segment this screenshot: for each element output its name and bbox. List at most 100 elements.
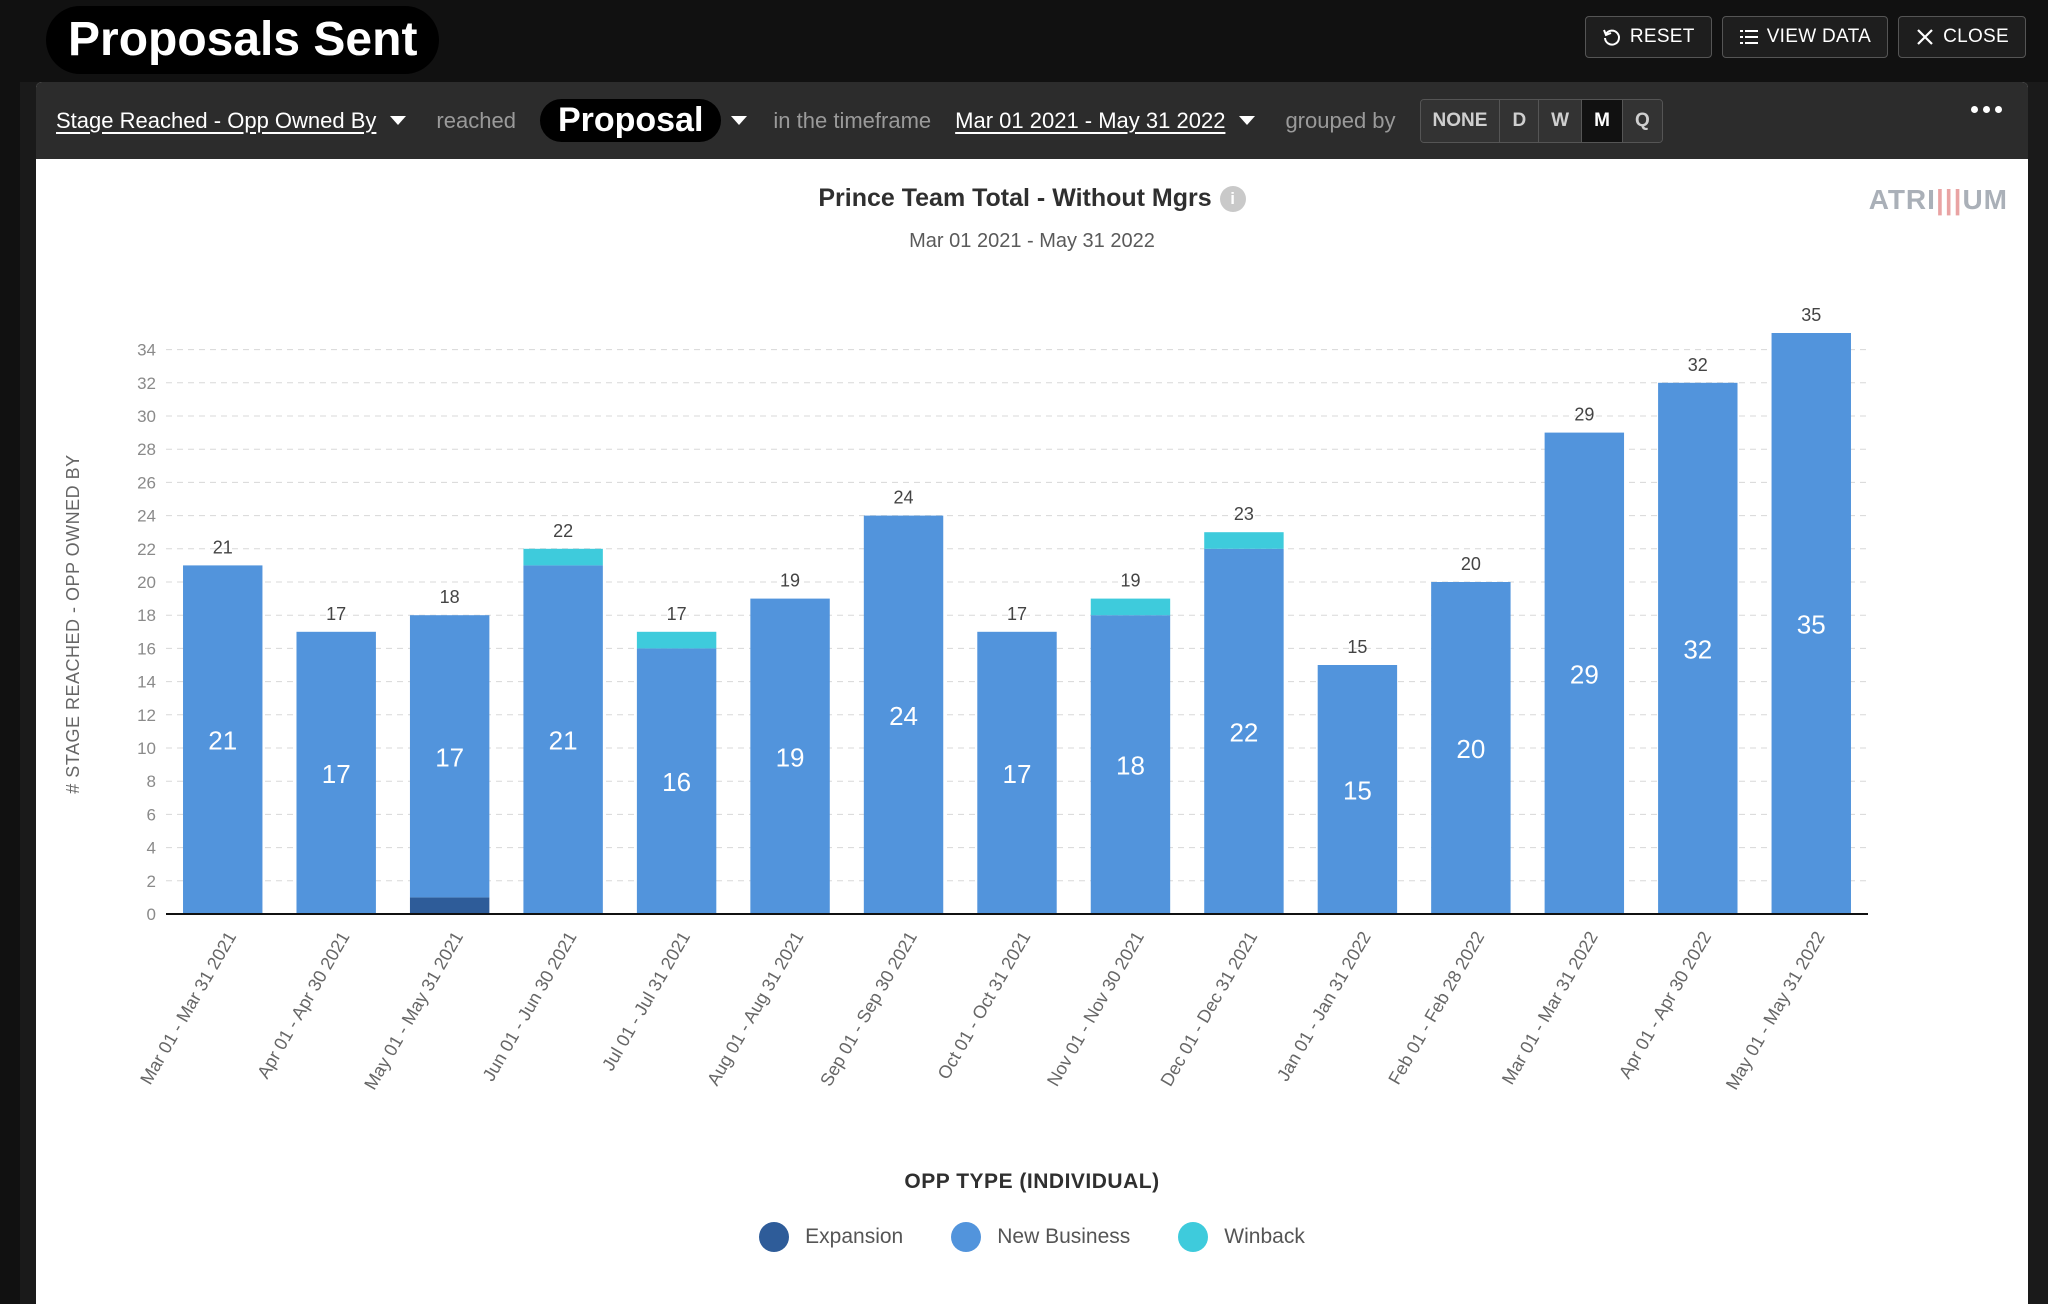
y-tick-label: 10 xyxy=(137,739,156,758)
x-tick-label: Jan 01 - Jan 31 2022 xyxy=(1273,928,1375,1084)
reset-button[interactable]: RESET xyxy=(1584,16,1712,58)
y-tick-label: 28 xyxy=(137,440,156,459)
bar-total-label: 17 xyxy=(667,604,687,624)
bar-segment-winback xyxy=(636,631,717,649)
y-tick-label: 14 xyxy=(137,673,156,692)
x-tick-label: Aug 01 - Aug 31 2021 xyxy=(703,928,807,1089)
bar-total-label: 29 xyxy=(1574,405,1594,425)
chart-subtitle: Mar 01 2021 - May 31 2022 xyxy=(909,230,1155,252)
bar-segment-new-business xyxy=(863,515,944,914)
info-icon[interactable]: i xyxy=(1219,186,1246,213)
grouping-month[interactable]: M xyxy=(1582,99,1623,142)
x-tick-label: Apr 01 - Apr 30 2021 xyxy=(253,928,353,1082)
reset-icon xyxy=(1602,29,1620,46)
timeframe-dropdown-icon[interactable] xyxy=(1239,116,1256,125)
x-tick-label: Nov 01 - Nov 30 2021 xyxy=(1043,928,1148,1090)
grouping-quarter[interactable]: Q xyxy=(1622,99,1662,142)
y-tick-label: 34 xyxy=(137,341,156,360)
bar-segment-new-business xyxy=(1090,615,1171,914)
x-tick-label: Jul 01 - Jul 31 2021 xyxy=(598,928,694,1074)
bar-total-label: 19 xyxy=(1120,571,1140,591)
bar-segment-winback xyxy=(523,548,603,566)
bar-value-label: 21 xyxy=(549,726,578,756)
bar-value-label: 35 xyxy=(1797,610,1826,640)
legend-label-expansion: Expansion xyxy=(805,1225,904,1248)
y-tick-label: 8 xyxy=(147,772,156,791)
grouping-none[interactable]: NONE xyxy=(1420,99,1501,142)
bar-segment-new-business xyxy=(523,565,603,914)
left-edge xyxy=(0,0,20,1304)
close-label: CLOSE xyxy=(1943,26,2009,47)
legend-dot-expansion xyxy=(759,1222,790,1252)
bar-segment-new-business xyxy=(1658,382,1738,914)
more-options-icon[interactable] xyxy=(1971,106,2002,113)
stage-selector[interactable]: Proposal xyxy=(539,99,722,142)
bar-total-label: 24 xyxy=(894,488,914,508)
grouped-by-text: grouped by xyxy=(1285,107,1396,133)
bar-value-label: 15 xyxy=(1343,776,1372,806)
legend-item-expansion[interactable]: Expansion xyxy=(759,1222,903,1252)
bar-segment-new-business xyxy=(1317,665,1398,914)
bar-segment-expansion xyxy=(409,897,490,914)
grouping-day[interactable]: D xyxy=(1500,99,1540,142)
close-icon xyxy=(1917,29,1933,45)
chart-title-wrap: Prince Team Total - Without Mgrs i xyxy=(36,184,2028,213)
timeframe-selector[interactable]: Mar 01 2021 - May 31 2022 xyxy=(955,107,1226,133)
bar-total-label: 32 xyxy=(1688,355,1708,375)
view-data-label: VIEW DATA xyxy=(1766,26,1872,47)
metric-selector[interactable]: Stage Reached - Opp Owned By xyxy=(56,107,377,133)
y-tick-label: 12 xyxy=(137,706,156,725)
bar-segment-new-business xyxy=(183,565,263,914)
x-tick-label: Dec 01 - Dec 31 2021 xyxy=(1157,928,1262,1090)
bar-value-label: 17 xyxy=(1003,759,1032,789)
bar-value-label: 19 xyxy=(776,742,805,772)
metric-dropdown-icon[interactable] xyxy=(390,116,407,125)
view-data-button[interactable]: VIEW DATA xyxy=(1721,16,1889,58)
legend-dot-new-business xyxy=(951,1222,982,1252)
list-icon xyxy=(1739,30,1758,44)
y-tick-label: 16 xyxy=(137,639,156,658)
y-tick-label: 22 xyxy=(137,540,156,559)
bar-value-label: 24 xyxy=(889,701,918,731)
legend-label-new-business: New Business xyxy=(997,1225,1131,1248)
x-tick-label: Mar 01 - Mar 31 2022 xyxy=(1498,928,1602,1088)
legend-dot-winback xyxy=(1178,1222,1209,1252)
bar-segment-new-business xyxy=(977,631,1057,914)
x-tick-label: Apr 01 - Apr 30 2022 xyxy=(1615,928,1715,1082)
bar-value-label: 29 xyxy=(1570,659,1599,689)
bar-segment-new-business xyxy=(1544,432,1625,914)
x-tick-label: Jun 01 - Jun 30 2021 xyxy=(479,928,581,1084)
y-tick-label: 2 xyxy=(147,872,156,891)
bar-segment-winback xyxy=(1090,598,1171,616)
bar-value-label: 20 xyxy=(1456,734,1485,764)
close-button[interactable]: CLOSE xyxy=(1898,16,2026,58)
y-axis-label: # STAGE REACHED - OPP OWNED BY xyxy=(63,454,83,793)
bar-value-label: 32 xyxy=(1683,634,1712,664)
legend: Expansion New Business Winback xyxy=(36,1222,2028,1252)
bar-total-label: 20 xyxy=(1461,554,1481,574)
y-tick-label: 32 xyxy=(137,374,156,393)
chart-panel: Stage Reached - Opp Owned By reached Pro… xyxy=(36,82,2028,1304)
y-tick-label: 4 xyxy=(147,839,156,858)
bar-value-label: 21 xyxy=(208,726,237,756)
bar-total-label: 18 xyxy=(440,587,460,607)
legend-item-winback[interactable]: Winback xyxy=(1178,1222,1305,1252)
bar-segment-new-business xyxy=(1431,582,1511,914)
bar-total-label: 19 xyxy=(780,571,800,591)
bar-total-label: 21 xyxy=(213,537,233,557)
top-actions: RESET VIEW DATA CLOSE xyxy=(1584,16,2026,58)
page-title: Proposals Sent xyxy=(46,6,440,74)
grouping-week[interactable]: W xyxy=(1539,99,1583,142)
x-tick-label: May 01 - May 31 2022 xyxy=(1722,928,1829,1093)
stage-dropdown-icon[interactable] xyxy=(731,116,748,125)
bar-value-label: 17 xyxy=(435,742,464,772)
bar-value-label: 17 xyxy=(322,759,351,789)
grouping-selector: NONE D W M Q xyxy=(1419,98,1663,143)
bar-segment-new-business xyxy=(409,615,490,898)
bar-total-label: 15 xyxy=(1347,637,1367,657)
bar-total-label: 22 xyxy=(553,521,573,541)
timeframe-text: in the timeframe xyxy=(773,107,932,133)
legend-item-new-business[interactable]: New Business xyxy=(951,1222,1130,1252)
bar-total-label: 17 xyxy=(1007,604,1027,624)
x-tick-label: May 01 - May 31 2021 xyxy=(360,928,467,1093)
